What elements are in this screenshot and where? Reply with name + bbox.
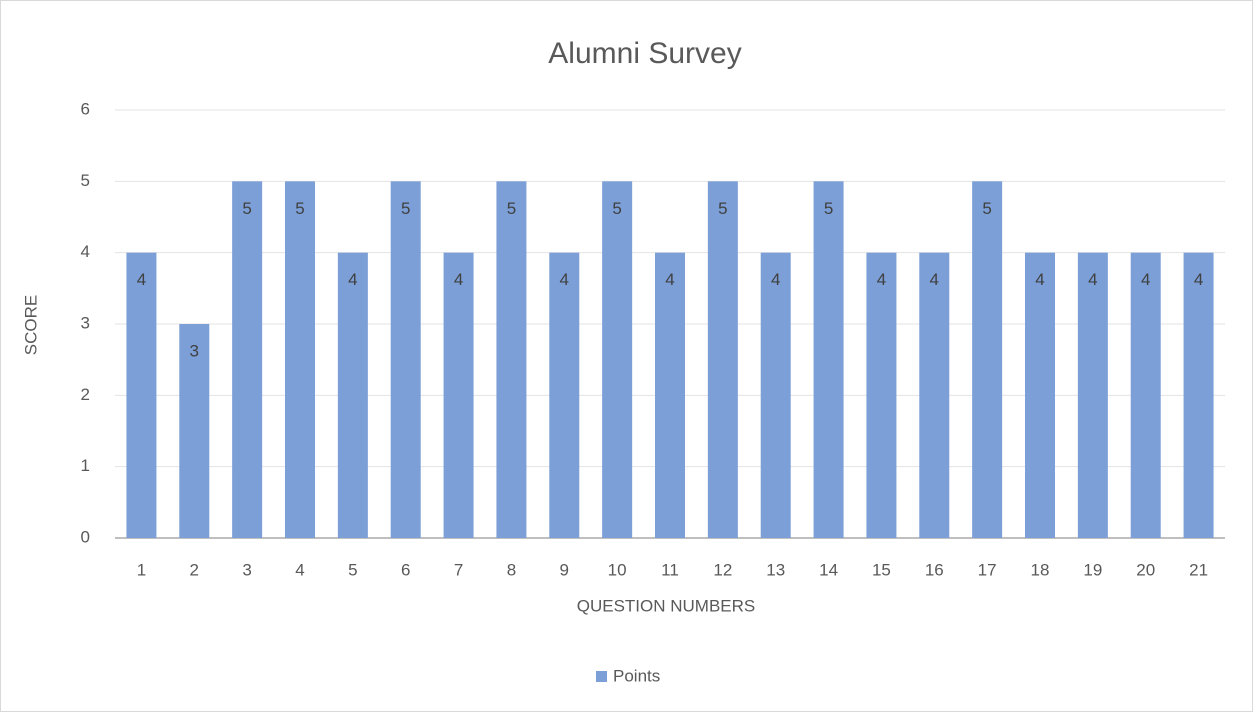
y-tick-label: 1 [81, 456, 90, 475]
y-tick-label: 2 [81, 385, 90, 404]
data-label: 4 [137, 270, 146, 289]
bar [602, 181, 633, 539]
data-label: 5 [507, 199, 516, 218]
bar [707, 181, 738, 539]
data-label: 4 [1194, 270, 1203, 289]
bar [390, 181, 421, 539]
x-tick-label: 6 [401, 560, 410, 579]
x-tick-label: 10 [608, 560, 627, 579]
data-label: 5 [612, 199, 621, 218]
bar [1077, 252, 1108, 538]
x-tick-label: 1 [137, 560, 146, 579]
x-tick-label: 15 [872, 560, 891, 579]
data-label: 4 [771, 270, 780, 289]
bar [866, 252, 897, 538]
x-tick-label: 7 [454, 560, 463, 579]
data-label: 5 [718, 199, 727, 218]
data-label: 4 [454, 270, 463, 289]
x-tick-label: 11 [661, 560, 679, 579]
bar [813, 181, 844, 539]
legend-label: Points [613, 666, 660, 685]
x-tick-label: 20 [1136, 560, 1155, 579]
bar [549, 252, 580, 538]
data-label: 5 [401, 199, 410, 218]
data-label: 3 [190, 341, 199, 360]
x-tick-label: 5 [348, 560, 357, 579]
y-tick-label: 5 [81, 171, 90, 190]
bar [655, 252, 685, 538]
data-label: 4 [1035, 270, 1044, 289]
bar [972, 181, 1003, 539]
x-tick-label: 4 [295, 560, 304, 579]
x-axis-title: QUESTION NUMBERS [577, 596, 756, 615]
data-label: 4 [1141, 270, 1150, 289]
bar [1025, 252, 1055, 538]
x-tick-label: 2 [190, 560, 199, 579]
data-label: 5 [295, 199, 304, 218]
x-tick-label: 13 [766, 560, 785, 579]
legend-swatch [596, 671, 607, 682]
y-tick-label: 3 [81, 313, 90, 332]
data-label: 4 [560, 270, 569, 289]
x-tick-label: 18 [1031, 560, 1050, 579]
data-label: 4 [665, 270, 674, 289]
bar [919, 252, 950, 538]
data-label: 5 [242, 199, 251, 218]
bar [232, 181, 263, 539]
y-tick-label: 0 [81, 527, 90, 546]
data-label: 4 [877, 270, 886, 289]
x-tick-label: 19 [1083, 560, 1102, 579]
chart-title: Alumni Survey [548, 37, 741, 70]
x-tick-label: 21 [1189, 560, 1208, 579]
y-axis-title: SCORE [21, 295, 40, 355]
bar [496, 181, 527, 539]
x-tick-label: 3 [242, 560, 251, 579]
data-label: 4 [348, 270, 357, 289]
x-tick-label: 14 [819, 560, 838, 579]
bar [1183, 252, 1214, 538]
y-tick-label: 4 [81, 242, 90, 261]
bar [443, 252, 474, 538]
x-tick-label: 16 [925, 560, 944, 579]
bar [179, 324, 210, 538]
bar [126, 252, 157, 538]
data-label: 5 [824, 199, 833, 218]
bar [285, 181, 315, 539]
y-tick-label: 6 [81, 99, 90, 118]
data-label: 4 [1088, 270, 1097, 289]
data-label: 4 [930, 270, 939, 289]
x-tick-label: 17 [978, 560, 997, 579]
x-tick-label: 12 [713, 560, 732, 579]
bar [760, 252, 791, 538]
bar [1130, 252, 1161, 538]
data-label: 5 [982, 199, 991, 218]
bar [337, 252, 368, 538]
x-tick-label: 8 [507, 560, 516, 579]
x-tick-label: 9 [560, 560, 569, 579]
